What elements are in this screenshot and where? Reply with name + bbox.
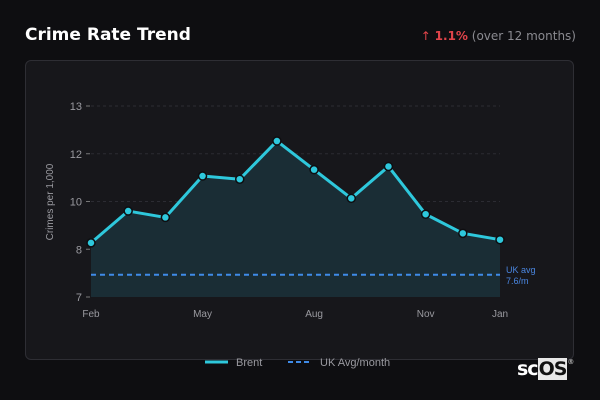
reference-label-1: UK avg — [506, 265, 536, 275]
series-area — [91, 141, 500, 297]
y-tick-label: 10 — [70, 197, 82, 209]
change-period: (over 12 months) — [471, 29, 576, 43]
change-indicator: ↑ 1.1% (over 12 months) — [421, 29, 576, 43]
x-axis: Feb May Aug Nov Jan — [82, 309, 508, 320]
data-point — [383, 161, 394, 172]
arrow-up-icon: ↑ — [420, 29, 431, 43]
data-point — [160, 212, 171, 223]
data-point — [86, 238, 96, 248]
scos-logo: scOS® — [517, 358, 574, 380]
reference-label-2: 7.6/m — [506, 276, 529, 286]
data-point — [272, 136, 282, 146]
y-tick-label: 12 — [70, 149, 82, 161]
series-line — [90, 139, 501, 245]
data-point — [346, 193, 357, 204]
x-tick-label: Nov — [417, 309, 435, 320]
y-axis: 7 8 10 12 13 — [70, 101, 90, 304]
data-point — [309, 164, 319, 175]
x-tick-label: Jan — [492, 309, 508, 320]
data-point — [197, 171, 208, 181]
x-tick-label: May — [193, 309, 212, 320]
page-title: Crime Rate Trend — [25, 25, 191, 45]
y-axis-label: Crimes per 1,000 — [45, 163, 56, 240]
data-point — [420, 209, 431, 219]
legend-label-uk-avg: UK Avg/month — [320, 357, 390, 369]
x-tick-label: Feb — [82, 309, 100, 320]
change-value: 1.1% — [434, 29, 468, 43]
data-point — [495, 234, 505, 245]
legend-label-brent: Brent — [236, 357, 262, 369]
x-tick-label: Aug — [305, 309, 323, 320]
legend: Brent UK Avg/month — [205, 357, 390, 369]
data-point — [458, 228, 468, 239]
data-point — [234, 174, 245, 184]
y-tick-label: 7 — [76, 292, 82, 304]
y-tick-label: 8 — [76, 244, 82, 256]
y-tick-label: 13 — [70, 101, 82, 113]
series-points — [86, 136, 505, 248]
data-point — [123, 206, 133, 216]
